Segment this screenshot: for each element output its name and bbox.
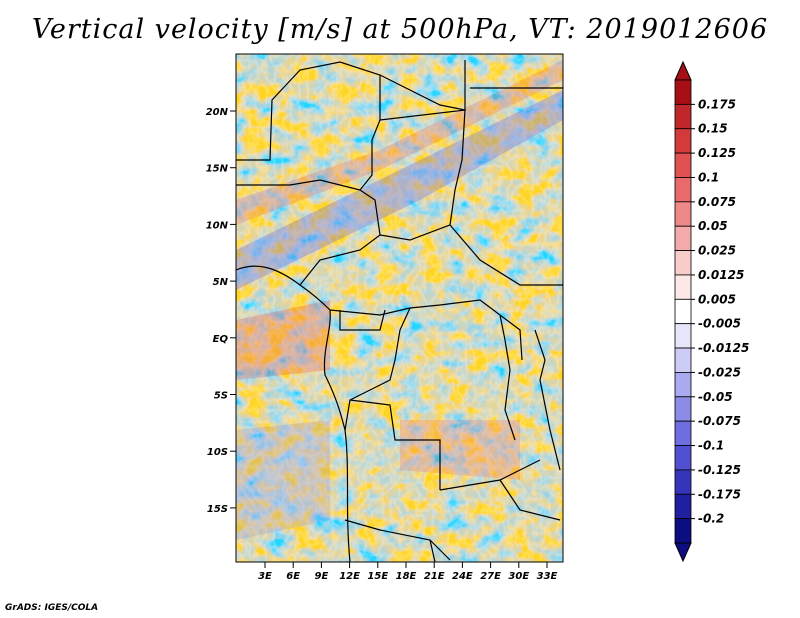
lon-tick-label: 15E <box>367 571 388 582</box>
colorbar-label: 0.075 <box>698 195 736 209</box>
colorbar-segment <box>674 79 692 105</box>
colorbar-top-arrow <box>674 60 692 81</box>
longitude-axis: 3E 6E 9E 12E 15E 18E 21E 24E 27E 30E 33E <box>258 562 558 582</box>
colorbar-segment <box>674 518 692 544</box>
colorbar-label: -0.175 <box>698 487 741 501</box>
lon-tick-label: 12E <box>339 571 360 582</box>
software-credit: GrADS: IGES/COLA <box>5 603 99 613</box>
lon-tick-label: 30E <box>508 571 529 582</box>
colorbar-segment <box>674 372 692 398</box>
lon-tick-label: 27E <box>480 571 501 582</box>
colorbar-label: -0.075 <box>698 414 741 428</box>
lat-tick-label: 5S <box>214 391 228 402</box>
map-frame <box>235 53 564 563</box>
colorbar-label: 0.05 <box>698 219 728 233</box>
colorbar-label: -0.05 <box>698 390 733 404</box>
colorbar: 0.175 0.15 0.125 0.1 0.075 0.05 0.025 0.0125 0.0… <box>674 60 749 563</box>
colorbar-label: -0.025 <box>698 365 741 379</box>
colorbar-segment <box>674 250 692 276</box>
colorbar-segment <box>674 128 692 154</box>
lon-tick-label: 33E <box>537 571 558 582</box>
colorbar-label: 0.15 <box>698 122 728 136</box>
colorbar-bottom-arrow <box>674 542 692 563</box>
lon-tick-label: 18E <box>396 571 417 582</box>
colorbar-segment <box>674 347 692 373</box>
lat-tick-label: 20N <box>206 107 229 118</box>
lat-tick-label: 15N <box>206 164 229 175</box>
lat-tick-label: EQ <box>213 334 229 345</box>
lat-tick-label: 10S <box>207 447 228 458</box>
colorbar-label: -0.2 <box>698 512 724 526</box>
colorbar-segment <box>674 103 692 130</box>
colorbar-segment <box>674 201 692 227</box>
colorbar-label: 0.1 <box>698 170 719 184</box>
colorbar-segment <box>674 274 692 300</box>
colorbar-label: -0.125 <box>698 463 741 477</box>
vertical-velocity-field <box>236 54 563 562</box>
lon-tick-label: 3E <box>258 571 272 582</box>
lon-tick-label: 24E <box>452 571 473 582</box>
colorbar-segment <box>674 323 692 349</box>
colorbar-segment <box>674 152 692 178</box>
colorbar-label: 0.025 <box>698 244 736 258</box>
colorbar-segment <box>674 420 692 446</box>
country-borders <box>236 60 563 562</box>
colorbar-label: -0.005 <box>698 317 741 331</box>
lon-tick-label: 9E <box>315 571 329 582</box>
colorbar-segment <box>674 493 692 520</box>
colorbar-segment <box>674 225 692 251</box>
colorbar-label: 0.0125 <box>698 268 744 282</box>
lat-tick-label: 5N <box>213 277 229 288</box>
colorbar-segment <box>674 177 692 203</box>
colorbar-segment <box>674 469 692 495</box>
colorbar-segment <box>674 445 692 471</box>
colorbar-segment <box>674 396 692 422</box>
colorbar-segment <box>674 298 692 325</box>
colorbar-label: 0.175 <box>698 97 736 111</box>
colorbar-label: -0.0125 <box>698 341 749 355</box>
colorbar-label: -0.1 <box>698 439 724 453</box>
lon-tick-label: 6E <box>286 571 300 582</box>
chart-title: Vertical velocity [m/s] at 500hPa, VT: 2… <box>31 14 769 45</box>
lat-tick-label: 10N <box>206 220 229 231</box>
colorbar-label: 0.005 <box>698 292 736 306</box>
latitude-axis: 20N 15N 10N 5N EQ 5S 10S 15S <box>206 107 236 515</box>
lon-tick-label: 21E <box>424 571 445 582</box>
colorbar-label: 0.125 <box>698 146 736 160</box>
lat-tick-label: 15S <box>207 504 228 515</box>
